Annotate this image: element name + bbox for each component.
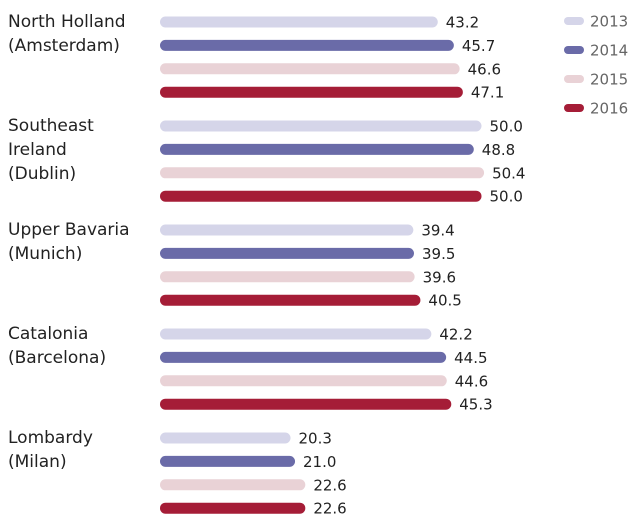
category-label: Upper Bavaria (Munich) <box>8 220 130 264</box>
value-label: 39.6 <box>423 268 456 286</box>
bar <box>160 432 291 444</box>
value-label: 39.5 <box>422 245 455 263</box>
value-label: 45.3 <box>459 396 492 414</box>
value-label: 46.6 <box>468 60 501 78</box>
legend-swatch <box>564 75 584 83</box>
value-label: 50.0 <box>490 188 523 206</box>
value-label: 48.8 <box>482 141 515 159</box>
bar <box>160 224 414 236</box>
bar <box>160 398 452 410</box>
value-label: 22.6 <box>313 476 346 494</box>
bar <box>160 39 454 51</box>
value-label: 44.5 <box>454 349 487 367</box>
bar <box>160 375 447 387</box>
bar <box>160 271 415 283</box>
legend-swatch <box>564 46 584 54</box>
bar <box>160 143 474 155</box>
bar <box>160 247 414 259</box>
category-label: Southeast Ireland (Dublin) <box>8 116 94 184</box>
category-label: Catalonia (Barcelona) <box>8 324 107 368</box>
bar <box>160 294 421 306</box>
value-label: 39.4 <box>421 222 454 240</box>
value-label: 43.2 <box>446 14 479 32</box>
bar <box>160 328 432 340</box>
legend-swatch <box>564 17 584 25</box>
value-label: 44.6 <box>455 372 488 390</box>
value-label: 45.7 <box>462 37 495 55</box>
bar <box>160 63 460 75</box>
legend-label: 2014 <box>590 42 628 60</box>
value-label: 20.3 <box>299 430 332 448</box>
value-label: 42.2 <box>439 326 472 344</box>
legend-swatch <box>564 104 584 112</box>
bar <box>160 455 296 467</box>
value-label: 22.6 <box>313 500 346 514</box>
bar <box>160 167 485 179</box>
bar <box>160 190 482 202</box>
legend-label: 2016 <box>590 100 628 118</box>
bar <box>160 86 463 98</box>
value-label: 21.0 <box>303 453 336 471</box>
bar <box>160 351 447 363</box>
bar <box>160 16 438 28</box>
category-label: Lombardy (Milan) <box>8 428 93 472</box>
category-label: North Holland (Amsterdam) <box>8 12 126 56</box>
value-label: 50.4 <box>492 164 525 182</box>
value-label: 50.0 <box>490 118 523 136</box>
bar <box>160 120 482 132</box>
value-label: 40.5 <box>428 292 461 310</box>
bar <box>160 479 306 491</box>
bar <box>160 502 306 514</box>
value-label: 47.1 <box>471 84 504 102</box>
legend-label: 2013 <box>590 13 628 31</box>
legend-label: 2015 <box>590 71 628 89</box>
